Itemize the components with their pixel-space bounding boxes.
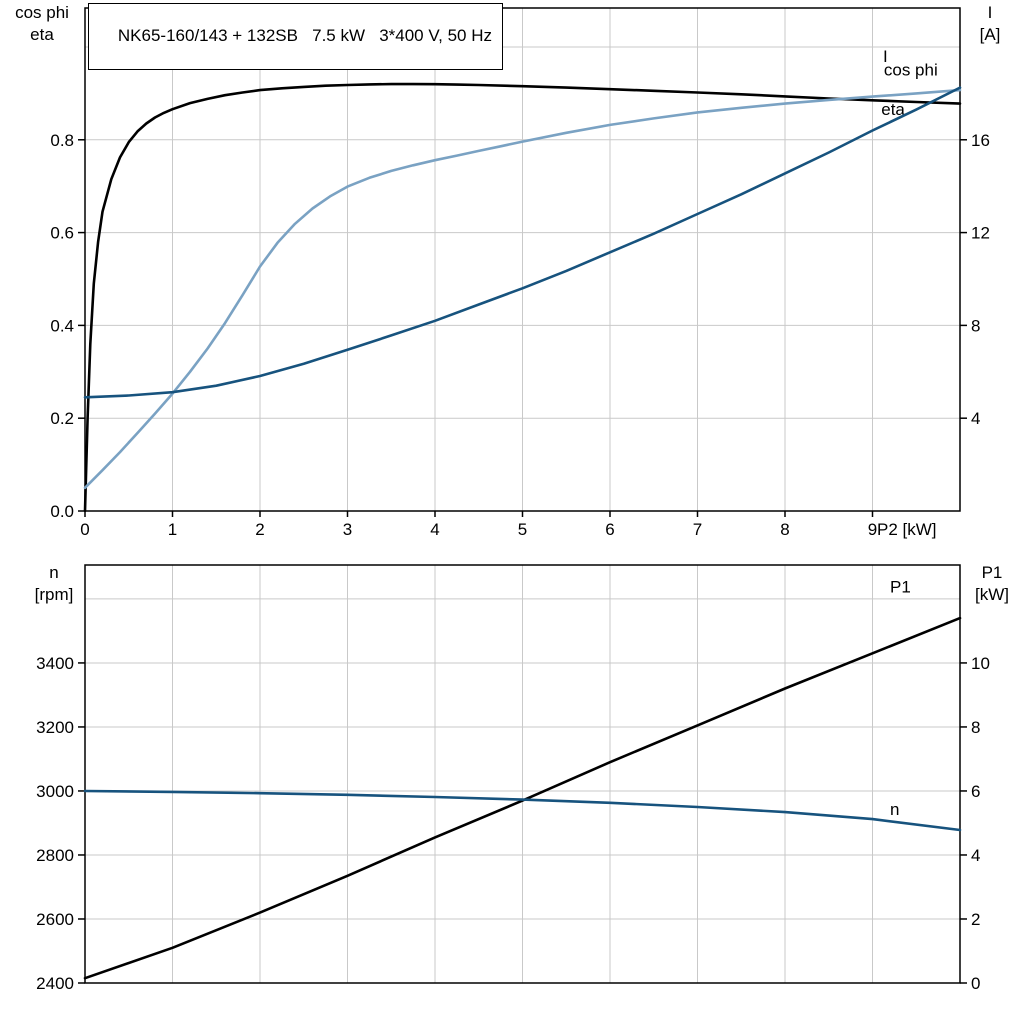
- left-tick-label: 3200: [36, 718, 74, 737]
- left-tick-label: 0.6: [50, 224, 74, 243]
- p1-axis-title-line1: P1: [981, 563, 1003, 582]
- chart-title-box: NK65-160/143 + 132SB 7.5 kW 3*400 V, 50 …: [88, 3, 503, 70]
- right-axis-title-line1: I: [987, 3, 993, 22]
- curve-I: [83, 86, 962, 399]
- curve-label-n: n: [890, 800, 899, 819]
- plot-frame: [84, 564, 961, 984]
- left-axis-title-line1: cos phi: [15, 3, 69, 22]
- x-tick-label: 0: [80, 520, 89, 539]
- rpm-axis-title-line1: n: [49, 563, 59, 582]
- p1-axis-title-line2: [kW]: [975, 585, 1009, 605]
- x-tick-label: 4: [430, 520, 439, 539]
- right-tick-label: 0: [971, 974, 980, 993]
- left-tick-label: 0.2: [50, 409, 74, 428]
- left-tick-label: 2600: [36, 910, 74, 929]
- left-tick-label: 0.0: [50, 502, 74, 521]
- curve-label-I: I: [883, 47, 888, 66]
- curve-eta: [83, 82, 962, 513]
- bottom-left-axis-title: n [rpm]: [22, 562, 86, 607]
- x-axis-label: P2 [kW]: [877, 520, 937, 539]
- right-axis-title-line2: [A]: [979, 25, 1001, 45]
- curve-n: [83, 789, 962, 832]
- right-tick-label: 4: [971, 409, 980, 428]
- right-tick-label: 4: [971, 846, 980, 865]
- curve-label-eta: eta: [881, 100, 905, 119]
- curve-label-P1: P1: [890, 578, 911, 597]
- x-tick-label: 7: [693, 520, 702, 539]
- chart-title: NK65-160/143 + 132SB 7.5 kW 3*400 V, 50 …: [117, 26, 492, 45]
- left-tick-label: 3400: [36, 654, 74, 673]
- right-tick-label: 8: [971, 316, 980, 335]
- right-tick-label: 12: [971, 224, 990, 243]
- x-tick-label: 3: [343, 520, 352, 539]
- x-tick-label: 9: [868, 520, 877, 539]
- left-tick-label: 2400: [36, 974, 74, 993]
- bottom-right-axis-title: P1 [kW]: [962, 562, 1022, 607]
- top-right-axis-title: I [A]: [960, 2, 1020, 47]
- top-left-axis-title: cos phi eta: [2, 2, 82, 47]
- left-axis-title-line2: eta: [30, 25, 54, 45]
- right-tick-label: 10: [971, 654, 990, 673]
- left-tick-label: 2800: [36, 846, 74, 865]
- x-tick-label: 6: [605, 520, 614, 539]
- left-tick-label: 0.8: [50, 131, 74, 150]
- curve-label-cos-phi: cos phi: [884, 61, 938, 80]
- rpm-axis-title-line2: [rpm]: [34, 585, 74, 605]
- x-tick-label: 1: [168, 520, 177, 539]
- right-tick-label: 6: [971, 782, 980, 801]
- right-tick-label: 16: [971, 131, 990, 150]
- left-tick-label: 3000: [36, 782, 74, 801]
- right-tick-label: 2: [971, 910, 980, 929]
- x-tick-label: 8: [780, 520, 789, 539]
- left-tick-label: 0.4: [50, 316, 74, 335]
- right-tick-label: 8: [971, 718, 980, 737]
- chart-1: 2400 2600 2800 3000 3200 3400 0 2 4 6 8 10 P1 n: [36, 564, 990, 993]
- x-tick-label: 5: [518, 520, 527, 539]
- x-tick-label: 2: [255, 520, 264, 539]
- curve-cos-phi: [83, 88, 962, 490]
